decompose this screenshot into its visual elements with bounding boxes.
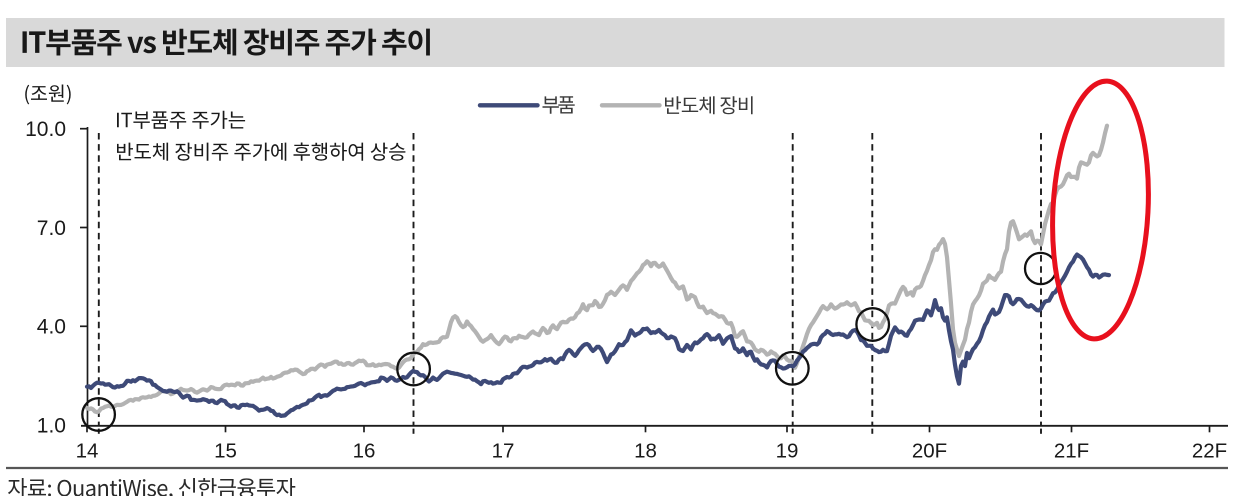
svg-text:4.0: 4.0: [37, 316, 66, 339]
svg-text:14: 14: [76, 440, 99, 463]
svg-text:19: 19: [776, 440, 799, 463]
svg-text:16: 16: [353, 440, 376, 463]
svg-text:22F: 22F: [1192, 440, 1227, 463]
svg-text:17: 17: [492, 440, 515, 463]
svg-text:7.0: 7.0: [37, 217, 66, 240]
svg-text:10.0: 10.0: [25, 118, 66, 141]
svg-text:15: 15: [214, 440, 237, 463]
svg-text:1.0: 1.0: [37, 415, 66, 438]
svg-text:20F: 20F: [912, 440, 947, 463]
svg-text:18: 18: [634, 440, 657, 463]
svg-text:21F: 21F: [1054, 440, 1089, 463]
